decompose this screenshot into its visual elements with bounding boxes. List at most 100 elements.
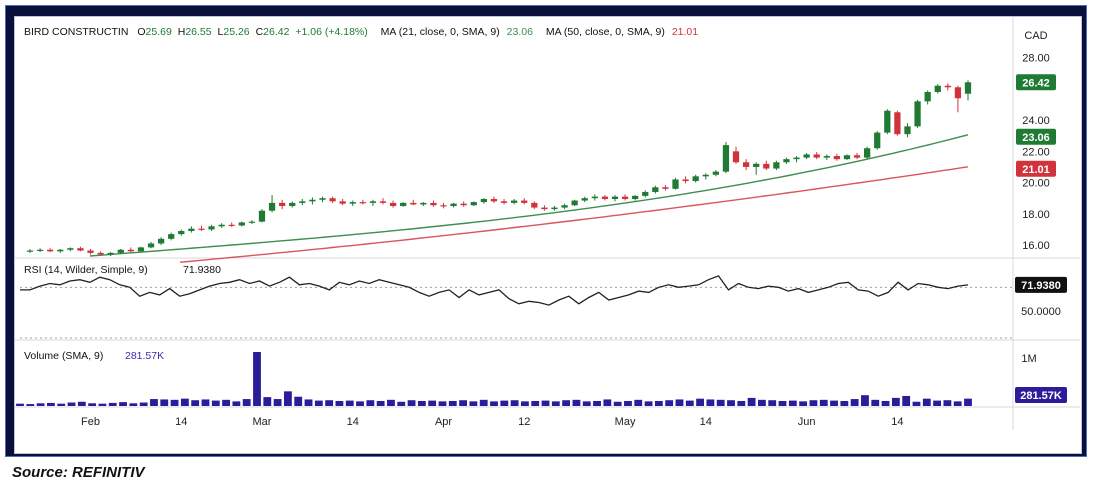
candle-body: [914, 101, 921, 127]
volume-bar: [881, 400, 890, 406]
candle-body: [87, 250, 94, 253]
candle-body: [843, 155, 851, 160]
candle-body: [864, 148, 871, 158]
volume-bar: [139, 402, 148, 406]
price-tick-label: 18.00: [1022, 209, 1050, 221]
candle-body: [833, 156, 841, 160]
ma21-label: MA (21, close, 0, SMA, 9): [380, 26, 500, 38]
volume-bar: [737, 400, 746, 406]
candle-body: [107, 252, 114, 255]
volume-bar: [376, 400, 385, 406]
candle-body: [632, 195, 639, 199]
volume-bar: [57, 403, 66, 406]
candle-body: [47, 249, 54, 252]
low-label: L: [217, 26, 224, 38]
candle-body: [803, 154, 810, 158]
volume-bar: [46, 402, 55, 406]
volume-bar: [397, 401, 406, 406]
volume-tick-label: 1M: [1021, 353, 1036, 365]
candle-body: [490, 198, 498, 202]
low-value: 25.26: [223, 26, 250, 38]
candle-body: [763, 163, 770, 169]
candle-body: [157, 238, 165, 244]
volume-bar: [36, 403, 45, 406]
volume-bar: [345, 400, 354, 406]
volume-bar: [716, 399, 725, 406]
volume-bar: [273, 399, 282, 406]
candle-body: [470, 202, 477, 206]
volume-bar: [335, 400, 344, 406]
candle-body: [874, 132, 881, 149]
last-price-badge: 26.42: [1022, 77, 1050, 89]
candle-body: [238, 222, 245, 226]
candle-body: [178, 231, 185, 235]
rsi-value-badge-bg: [1015, 276, 1067, 293]
candle-body: [571, 200, 578, 206]
volume-bar: [582, 401, 591, 406]
candle-body: [258, 210, 266, 222]
candle-body: [420, 202, 427, 205]
volume-bar: [98, 403, 107, 406]
volume-bar: [201, 399, 210, 406]
candle-body: [702, 174, 709, 177]
volume-bar: [180, 398, 189, 406]
volume-bar: [624, 400, 632, 406]
candle-body: [349, 202, 356, 204]
candle-body: [359, 202, 366, 204]
volume-bar: [675, 399, 684, 406]
volume-bar: [830, 400, 838, 406]
volume-bar: [644, 401, 653, 406]
candle-body: [642, 191, 649, 196]
symbol-name: BIRD CONSTRUCTIN: [24, 26, 129, 38]
high-label: H: [177, 26, 186, 38]
volume-bar: [520, 401, 529, 406]
candle-body: [218, 224, 225, 227]
open-label: O: [137, 26, 146, 38]
candle-body: [77, 248, 84, 251]
candle-body: [964, 82, 972, 94]
candle-body: [369, 201, 377, 203]
volume-bar: [665, 400, 674, 406]
volume-bar: [634, 399, 643, 406]
candle-body: [692, 176, 699, 182]
close-label: C: [255, 26, 264, 38]
volume-bar: [964, 398, 972, 406]
ma50-label: MA (50, close, 0, SMA, 9): [545, 26, 665, 38]
volume-bar: [129, 403, 138, 406]
volume-bar: [551, 401, 560, 406]
candle-body: [823, 156, 830, 158]
candle-body: [137, 247, 145, 252]
price-tick-label: 16.00: [1022, 240, 1050, 252]
rsi-title: RSI (14, Wilder, Simple, 9): [24, 264, 148, 276]
lseg-logo-icon: [1014, 442, 1028, 452]
volume-title: Volume (SMA, 9): [24, 350, 103, 362]
candle-body: [319, 198, 326, 200]
candle-body: [742, 162, 750, 167]
ma50-line: [179, 166, 969, 263]
candle-body: [127, 249, 134, 252]
ma21-badge: 23.06: [1022, 132, 1050, 144]
change-value: +1.06 (+4.18%): [295, 26, 368, 38]
candle-body: [67, 248, 74, 250]
x-tick-label: Apr: [435, 416, 452, 428]
candle-body: [682, 179, 689, 182]
candle-body: [279, 202, 286, 207]
volume-bar: [428, 400, 437, 406]
candle-body: [400, 202, 407, 207]
candle-body: [753, 163, 760, 167]
candle-body: [168, 234, 175, 239]
volume-bar: [490, 401, 498, 406]
candle-body: [188, 228, 195, 232]
volume-bar: [500, 400, 509, 406]
volume-value-badge-bg: [1015, 387, 1067, 403]
ma21-value: 23.06: [506, 26, 533, 38]
volume-bar: [222, 399, 231, 406]
volume-bar: [314, 400, 323, 406]
volume-bar: [685, 400, 694, 406]
volume-bar: [922, 398, 931, 406]
candle-body: [621, 196, 629, 199]
x-tick-label: May: [615, 416, 636, 428]
volume-bar: [654, 400, 663, 406]
candle-body: [853, 155, 861, 158]
candle-body: [480, 198, 487, 203]
